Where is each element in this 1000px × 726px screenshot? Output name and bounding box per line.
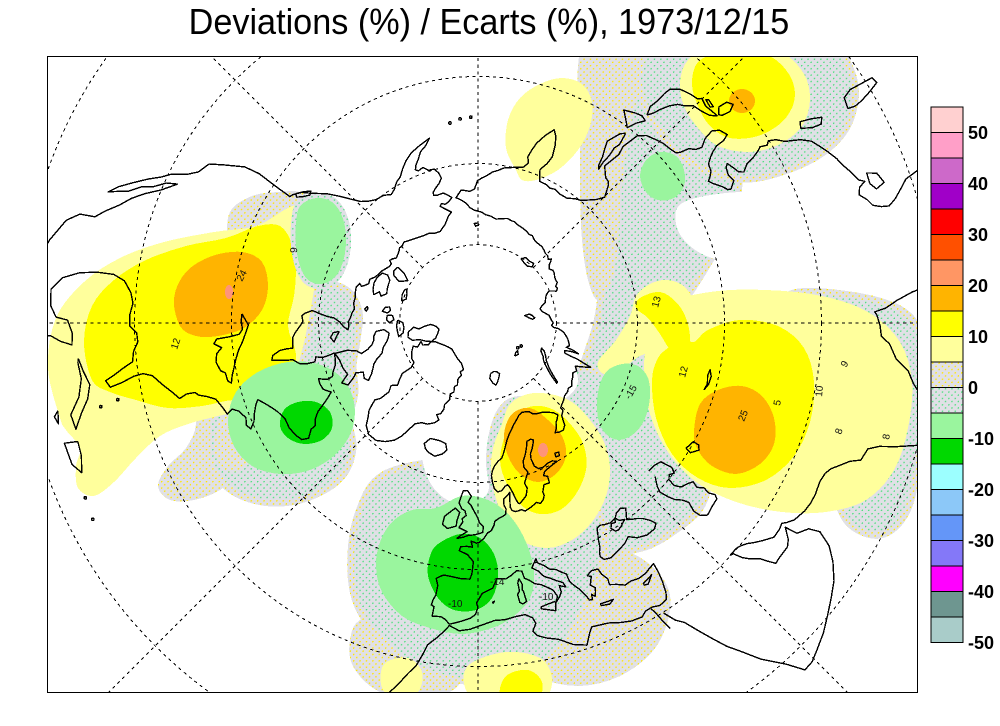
svg-text:20: 20 <box>968 276 988 296</box>
svg-text:10: 10 <box>968 327 988 347</box>
svg-text:25: 25 <box>737 408 752 423</box>
svg-text:8: 8 <box>881 433 893 441</box>
svg-text:40: 40 <box>968 174 988 194</box>
svg-text:24: 24 <box>235 268 250 283</box>
svg-text:-40: -40 <box>968 582 994 602</box>
svg-text:50: 50 <box>968 123 988 143</box>
svg-text:12: 12 <box>677 365 691 379</box>
svg-text:9: 9 <box>839 359 852 370</box>
svg-text:-10: -10 <box>539 592 554 603</box>
svg-text:12: 12 <box>169 337 183 351</box>
svg-text:-10: -10 <box>968 429 994 449</box>
svg-text:13: 13 <box>650 295 664 309</box>
svg-text:8: 8 <box>833 427 845 436</box>
svg-text:30: 30 <box>968 225 988 245</box>
svg-text:Deviations (%) / Ecarts (%), 1: Deviations (%) / Ecarts (%), 1973/12/15 <box>189 2 790 42</box>
svg-text:5: 5 <box>772 399 784 407</box>
svg-text:-10: -10 <box>448 599 463 610</box>
svg-text:-30: -30 <box>968 531 994 551</box>
svg-text:9: 9 <box>289 247 300 253</box>
svg-text:10: 10 <box>814 385 826 397</box>
svg-text:-20: -20 <box>968 480 994 500</box>
svg-text:-14: -14 <box>490 577 505 588</box>
svg-text:0: 0 <box>968 378 978 398</box>
svg-text:-50: -50 <box>968 633 994 653</box>
